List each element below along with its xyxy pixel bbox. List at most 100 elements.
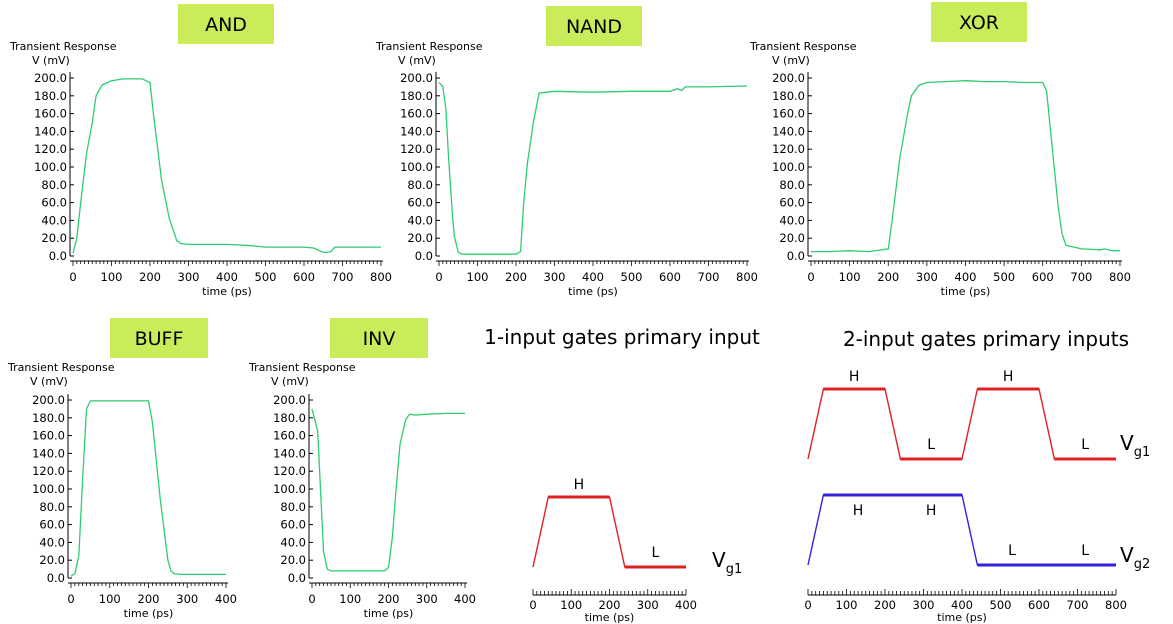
and-gate-label: AND — [205, 14, 247, 36]
input1-panel: 1-input gates primary input H L Vg1 0 100 200 3… — [484, 325, 760, 624]
xor-y-tick-label: 160.0 — [772, 107, 805, 121]
and-y-tick-label: 200.0 — [34, 71, 67, 85]
and-response-line — [72, 78, 381, 254]
inv-y-tick-label: 100.0 — [273, 482, 306, 496]
buff-response-line — [70, 400, 226, 577]
input2-vg1-waveform — [807, 388, 1116, 460]
and-chart-title: Transient Response — [9, 40, 117, 53]
nand-y-axis-label: V (mV) — [398, 54, 436, 67]
buff-y-tick-label: 160.0 — [32, 429, 65, 443]
nand-y-tick-label: 140.0 — [400, 124, 433, 138]
inv-x-tick-label: 0 — [308, 592, 315, 606]
and-x-axis-label: time (ps) — [202, 285, 252, 298]
nand-y-tick-label: 100.0 — [400, 160, 433, 174]
inv-y-tick-label: 40.0 — [280, 535, 306, 549]
buff-y-tick-label: 100.0 — [32, 482, 65, 496]
input1-x-axis-label: time (ps) — [585, 611, 635, 624]
input1-vg1-waveform — [532, 496, 686, 568]
buff-x-axis-label: time (ps) — [124, 607, 174, 620]
inv-y-tick-label: 60.0 — [280, 518, 306, 532]
and-gate-badge — [178, 4, 274, 44]
inv-y-tick-label: 80.0 — [280, 500, 306, 514]
nand-x-tick-label: 400 — [582, 270, 604, 284]
inv-x-tick-label: 400 — [454, 592, 476, 606]
nand-y-tick-label: 0.0 — [415, 249, 433, 263]
buff-y-axis-label: V (mV) — [30, 375, 68, 388]
and-y-tick-label: 180.0 — [34, 89, 67, 103]
nand-y-tick-label: 200.0 — [400, 71, 433, 85]
nand-x-tick-label: 600 — [659, 270, 681, 284]
xor-y-axis-label: V (mV) — [772, 54, 810, 67]
xor-response-line — [811, 80, 1120, 253]
input2-x-tick-label: 100 — [836, 598, 858, 612]
and-x-tick-label: 200 — [139, 270, 161, 284]
xor-x-tick-label: 400 — [955, 270, 977, 284]
inv-chart-title: Transient Response — [248, 361, 356, 374]
nand-y-tick-label: 160.0 — [400, 107, 433, 121]
xor-y-tick-label: 80.0 — [779, 178, 805, 192]
inv-y-tick-label: 120.0 — [273, 464, 306, 478]
inv-response-line — [311, 408, 465, 572]
input2-vg2-level-label: H — [926, 503, 937, 519]
buff-y-tick-label: 60.0 — [39, 518, 65, 532]
and-x-tick-label: 400 — [216, 270, 238, 284]
input2-x-tick-label: 800 — [1105, 598, 1127, 612]
xor-gate-label: XOR — [959, 12, 999, 34]
inv-y-tick-label: 140.0 — [273, 446, 306, 460]
xor-x-tick-label: 200 — [877, 270, 899, 284]
input2-x-tick-label: 500 — [990, 598, 1012, 612]
xor-chart-title: Transient Response — [749, 40, 857, 53]
input2-vg1-level-label: H — [1003, 369, 1014, 385]
nand-x-tick-label: 200 — [505, 270, 527, 284]
xor-x-tick-label: 800 — [1109, 270, 1131, 284]
buff-y-tick-label: 20.0 — [39, 553, 65, 567]
buff-y-tick-label: 120.0 — [32, 464, 65, 478]
nand-y-tick-label: 60.0 — [407, 196, 433, 210]
buff-x-tick-label: 300 — [176, 592, 198, 606]
input1-vg1-level-label: H — [574, 477, 585, 493]
buff-y-tick-label: 180.0 — [32, 411, 65, 425]
nand-x-axis-label: time (ps) — [568, 285, 618, 298]
nand-chart-title: Transient Response — [375, 40, 483, 53]
xor-x-axis-label: time (ps) — [941, 285, 991, 298]
and-x-tick-label: 300 — [178, 270, 200, 284]
and-y-axis-label: V (mV) — [32, 54, 70, 67]
input2-x-tick-label: 600 — [1028, 598, 1050, 612]
xor-x-tick-label: 300 — [916, 270, 938, 284]
nand-y-tick-label: 180.0 — [400, 89, 433, 103]
input2-vg1-level-label: L — [1081, 437, 1089, 453]
nand-response-line — [438, 82, 748, 255]
buff-y-tick-label: 0.0 — [47, 571, 65, 585]
input2-vg1-level-label: L — [927, 437, 935, 453]
xor-x-tick-label: 0 — [807, 270, 814, 284]
input1-x-tick-label: 400 — [675, 598, 697, 612]
input2-signal-label: Vg1 — [1120, 431, 1150, 460]
input2-vg2-level-label: L — [1081, 543, 1089, 559]
input2-x-tick-label: 200 — [874, 598, 896, 612]
xor-y-tick-label: 20.0 — [779, 231, 805, 245]
buff-x-tick-label: 100 — [99, 592, 121, 606]
buff-y-tick-label: 200.0 — [32, 393, 65, 407]
and-x-tick-label: 100 — [101, 270, 123, 284]
and-x-tick-label: 800 — [370, 270, 392, 284]
nand-x-tick-label: 700 — [698, 270, 720, 284]
and-x-tick-label: 500 — [255, 270, 277, 284]
nand-y-tick-label: 120.0 — [400, 142, 433, 156]
and-y-tick-label: 0.0 — [49, 249, 67, 263]
nand-gate-label: NAND — [566, 16, 622, 38]
inv-gate-label: INV — [363, 328, 396, 350]
xor-y-tick-label: 100.0 — [772, 160, 805, 174]
xor-y-tick-label: 120.0 — [772, 142, 805, 156]
buff-y-tick-label: 140.0 — [32, 446, 65, 460]
input2-vg2-level-label: H — [853, 503, 864, 519]
input1-x-tick-label: 100 — [560, 598, 582, 612]
buff-x-tick-label: 200 — [138, 592, 160, 606]
and-y-tick-label: 80.0 — [41, 178, 67, 192]
input2-section-title: 2-input gates primary inputs — [843, 327, 1129, 351]
input1-x-tick-label: 300 — [637, 598, 659, 612]
nand-x-tick-label: 800 — [736, 270, 758, 284]
